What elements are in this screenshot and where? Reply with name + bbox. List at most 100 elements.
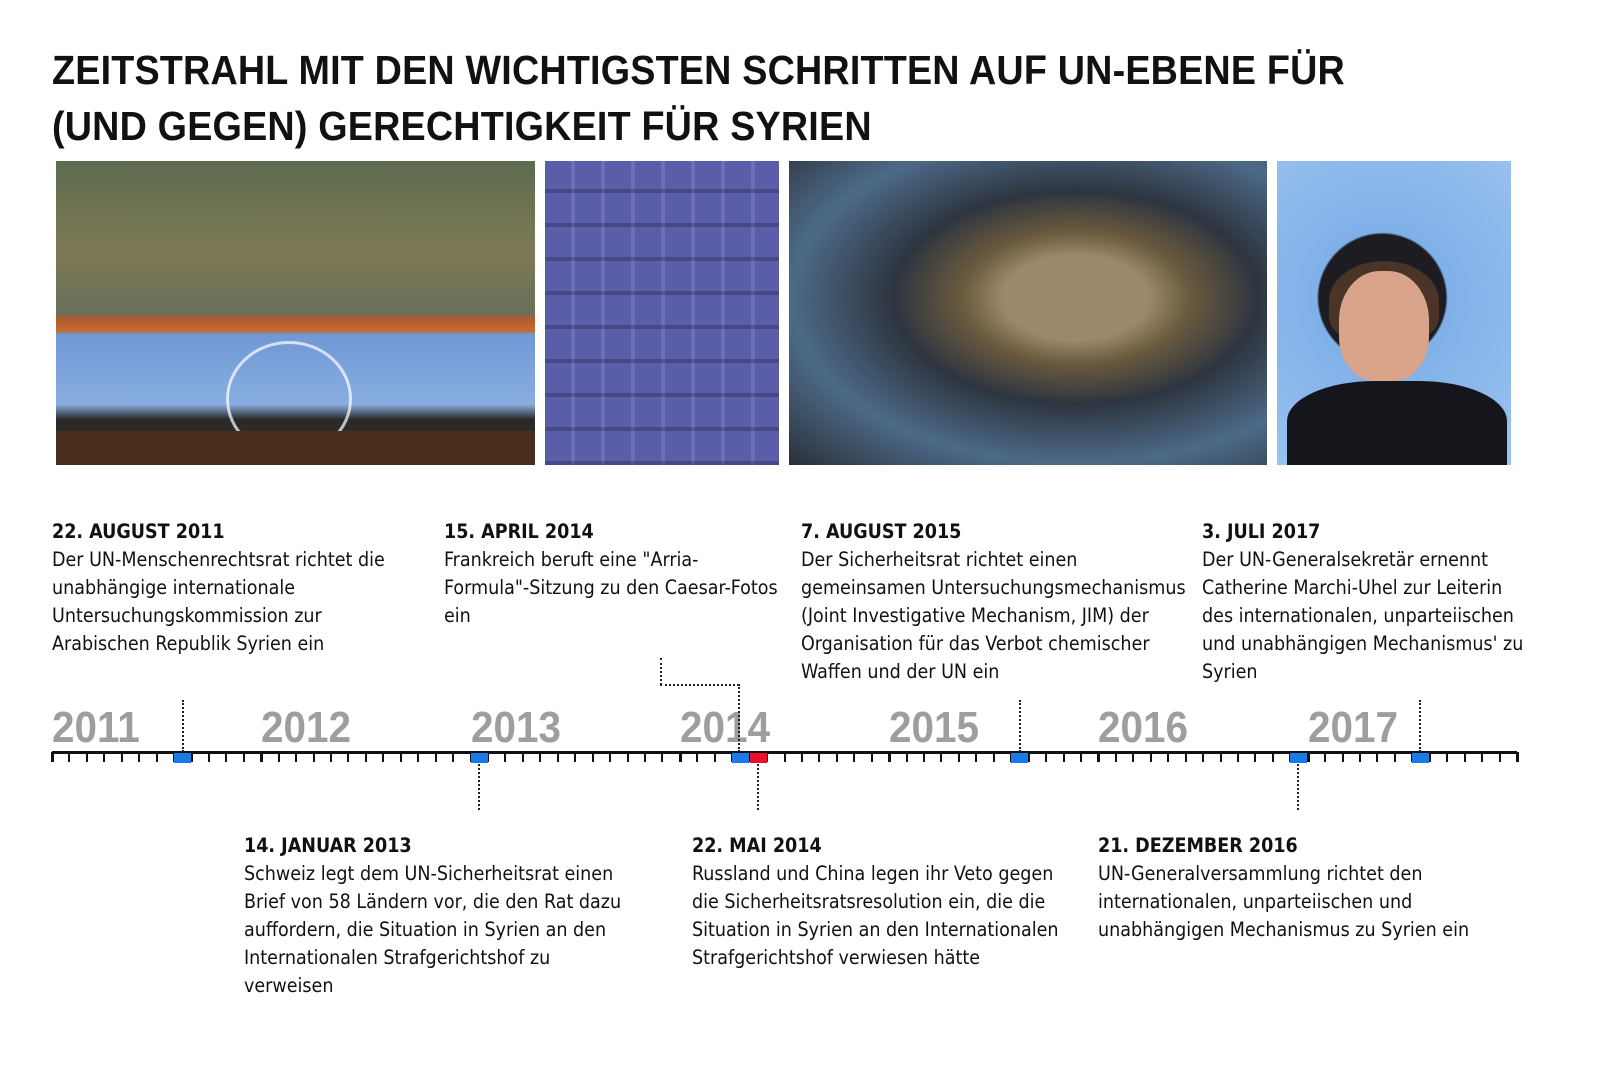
month-tick — [1324, 752, 1327, 762]
event-dec-2016: 21. DEZEMBER 2016 UN-Generalversammlung … — [1098, 832, 1478, 944]
month-tick — [103, 752, 106, 762]
month-tick — [277, 752, 280, 762]
year-label-2011: 2011 — [52, 703, 140, 752]
year-label-2017: 2017 — [1307, 703, 1398, 752]
year-tick — [51, 752, 54, 762]
month-tick — [975, 752, 978, 762]
month-tick — [1341, 752, 1344, 762]
event-text: Der UN-Generalsekretär ernennt Catherine… — [1202, 548, 1524, 683]
month-tick — [452, 752, 455, 762]
month-tick — [1254, 752, 1257, 762]
month-tick — [574, 752, 577, 762]
month-tick — [225, 752, 228, 762]
month-tick — [1498, 752, 1501, 762]
connector-aug-2011 — [182, 700, 184, 752]
month-tick — [295, 752, 298, 762]
month-tick — [940, 752, 943, 762]
month-tick — [766, 752, 769, 762]
event-date: 15. APRIL 2014 — [444, 520, 594, 543]
event-marker-2014-04 — [732, 753, 750, 763]
month-tick — [905, 752, 908, 762]
month-tick — [800, 752, 803, 762]
month-tick — [626, 752, 629, 762]
year-label-2014: 2014 — [679, 703, 770, 752]
month-tick — [364, 752, 367, 762]
month-tick — [487, 752, 489, 762]
event-aug-2011: 22. AUGUST 2011 Der UN-Menschenrechtsrat… — [52, 518, 412, 658]
year-label-2015: 2015 — [889, 703, 980, 752]
event-aug-2015: 7. AUGUST 2015 Der Sicherheitsrat richte… — [801, 518, 1191, 686]
month-tick — [835, 752, 838, 762]
month-tick — [1149, 752, 1152, 762]
month-tick — [242, 752, 245, 762]
month-tick — [1463, 752, 1466, 762]
month-tick — [68, 752, 71, 762]
month-tick — [1446, 752, 1449, 762]
photo-caesar-portraits — [545, 161, 779, 465]
month-tick — [434, 752, 437, 762]
year-tick — [1306, 752, 1310, 762]
month-tick — [992, 752, 995, 762]
connector-jul-2017 — [1419, 700, 1421, 752]
month-tick — [643, 752, 646, 762]
photo-security-council — [789, 161, 1267, 465]
month-tick — [696, 752, 699, 762]
month-tick — [1376, 752, 1379, 762]
month-tick — [661, 752, 664, 762]
event-date: 7. AUGUST 2015 — [801, 520, 962, 543]
event-text: Frankreich beruft eine "Arria-Formula"-S… — [444, 548, 778, 627]
month-tick — [556, 752, 559, 762]
month-tick — [207, 752, 210, 762]
month-tick — [347, 752, 350, 762]
event-marker-2015-08 — [1011, 753, 1029, 763]
connector-apr-2014-c — [738, 684, 740, 752]
event-jan-2013: 14. JANUAR 2013 Schweiz legt dem UN-Sich… — [244, 832, 634, 1000]
year-label-2012: 2012 — [261, 703, 352, 752]
podium-table — [56, 431, 535, 465]
month-tick — [1114, 752, 1117, 762]
month-tick — [330, 752, 333, 762]
event-text: Der Sicherheitsrat richtet einen gemeins… — [801, 548, 1186, 683]
event-date: 21. DEZEMBER 2016 — [1098, 834, 1298, 857]
event-marker-2011-08 — [174, 753, 192, 763]
month-tick — [957, 752, 960, 762]
month-tick — [923, 752, 926, 762]
month-tick — [783, 752, 786, 762]
month-tick — [713, 752, 716, 762]
event-text: Russland und China legen ihr Veto gegen … — [692, 862, 1059, 969]
event-marker-2013-01 — [470, 753, 488, 763]
year-tick — [888, 752, 892, 762]
event-text: Der UN-Menschenrechtsrat richtet die una… — [52, 548, 385, 655]
connector-jan-2013 — [478, 764, 480, 810]
month-tick — [818, 752, 821, 762]
month-tick — [190, 752, 193, 762]
connector-apr-2014-b — [660, 684, 739, 686]
month-tick — [1045, 752, 1048, 762]
connector-aug-2015 — [1019, 700, 1021, 752]
connector-dec-2016 — [1297, 764, 1299, 810]
month-tick — [399, 752, 402, 762]
event-text: Schweiz legt dem UN-Sicherheitsrat einen… — [244, 862, 622, 997]
event-text: UN-Generalversammlung richtet den intern… — [1098, 862, 1470, 941]
month-tick — [1062, 752, 1065, 762]
month-tick — [1219, 752, 1222, 762]
event-may-2014: 22. MAI 2014 Russland und China legen ih… — [692, 832, 1067, 972]
month-tick — [155, 752, 158, 762]
month-tick — [1167, 752, 1170, 762]
month-tick — [382, 752, 385, 762]
event-marker-2016-12 — [1290, 753, 1308, 763]
month-tick — [1132, 752, 1135, 762]
month-tick — [1027, 752, 1030, 762]
event-date: 22. MAI 2014 — [692, 834, 822, 857]
month-tick — [1393, 752, 1396, 762]
month-tick — [1481, 752, 1484, 762]
event-date: 3. JULI 2017 — [1202, 520, 1321, 543]
year-tick — [1516, 752, 1519, 762]
photo-press-conference — [56, 161, 535, 465]
year-label-2013: 2013 — [470, 703, 561, 752]
month-tick — [312, 752, 315, 762]
connector-apr-2014-a — [660, 658, 662, 685]
event-jul-2017: 3. JULI 2017 Der UN-Generalsekretär erne… — [1202, 518, 1532, 686]
month-tick — [138, 752, 141, 762]
month-tick — [1271, 752, 1274, 762]
